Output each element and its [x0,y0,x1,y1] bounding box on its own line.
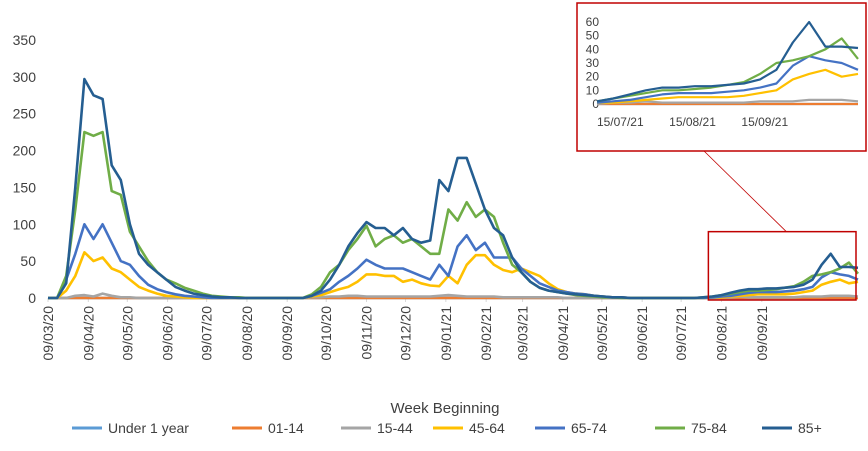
x-tick-label: 09/09/21 [754,306,770,361]
inset-series-line-6 [596,20,859,103]
x-tick-label: 09/12/20 [398,306,414,361]
legend-label: 85+ [798,420,822,436]
x-tick-label: 09/04/21 [555,306,571,361]
inset-y-tick-label: 50 [586,29,600,43]
x-tick-label: 09/08/20 [239,306,255,361]
x-axis-ticks: 09/03/20 09/04/20 09/05/20 09/06/20 09/07/20… [40,298,770,361]
x-tick-label: 09/03/21 [515,306,531,361]
x-tick-label: 09/04/20 [80,306,96,361]
x-tick-label: 09/10/20 [318,306,334,361]
inset-y-tick-label: 40 [586,42,600,56]
series-line-6 [48,77,859,300]
x-tick-label: 09/08/21 [713,306,729,361]
x-tick-label: 09/06/21 [634,306,650,361]
inset-y-tick-label: 30 [586,56,600,70]
y-tick-label: 350 [13,32,37,48]
x-tick-label: 09/05/20 [119,306,135,361]
x-tick-label: 09/07/20 [199,306,215,361]
x-tick-label: 09/03/20 [40,306,56,361]
y-tick-label: 300 [13,69,37,85]
inset-y-tick-label: 20 [586,70,600,84]
x-tick-label: 09/09/20 [279,306,295,361]
inset-x-tick-label: 15/07/21 [597,115,644,129]
legend-label: Under 1 year [108,420,189,436]
x-tick-label: 09/07/21 [673,306,689,361]
zoom-region-box [707,230,857,301]
y-tick-label: 0 [28,290,36,306]
legend-label: 65-74 [571,420,607,436]
inset-frame [576,2,867,152]
inset-y-tick-label: 10 [586,83,600,97]
x-tick-label: 09/05/21 [594,306,610,361]
x-tick-label: 09/01/21 [438,306,454,361]
inset-x-tick-label: 15/09/21 [741,115,788,129]
x-axis-title: Week Beginning [391,400,500,417]
y-tick-label: 250 [13,106,37,122]
inset-y-tick-label: 0 [592,97,599,111]
y-axis-ticks: 0 50 100 150 200 250 300 350 [13,32,37,306]
legend-label: 15-44 [377,420,413,436]
series-lines [48,77,860,300]
y-tick-label: 50 [20,253,36,269]
series-line-4 [48,223,859,300]
x-tick-label: 09/02/21 [478,306,494,361]
y-tick-label: 100 [13,216,37,232]
y-tick-label: 150 [13,179,37,195]
series-line-5 [48,130,860,300]
zoom-connector-line [703,150,787,232]
legend-label: 75-84 [691,420,727,436]
y-tick-label: 200 [13,143,37,159]
inset-y-tick-label: 60 [586,15,600,29]
inset-series-line-3 [597,68,859,104]
legend-label: 45-64 [469,420,505,436]
legend: Under 1 year 01-14 15-44 45-64 65-74 75-84 85+ [72,420,822,436]
inset-series-line-2 [596,98,859,106]
x-tick-label: 09/11/20 [359,306,375,360]
x-tick-label: 09/06/20 [160,306,176,361]
inset-x-tick-label: 15/08/21 [669,115,716,129]
inset-series-line-4 [596,55,859,104]
legend-label: 01-14 [268,420,304,436]
